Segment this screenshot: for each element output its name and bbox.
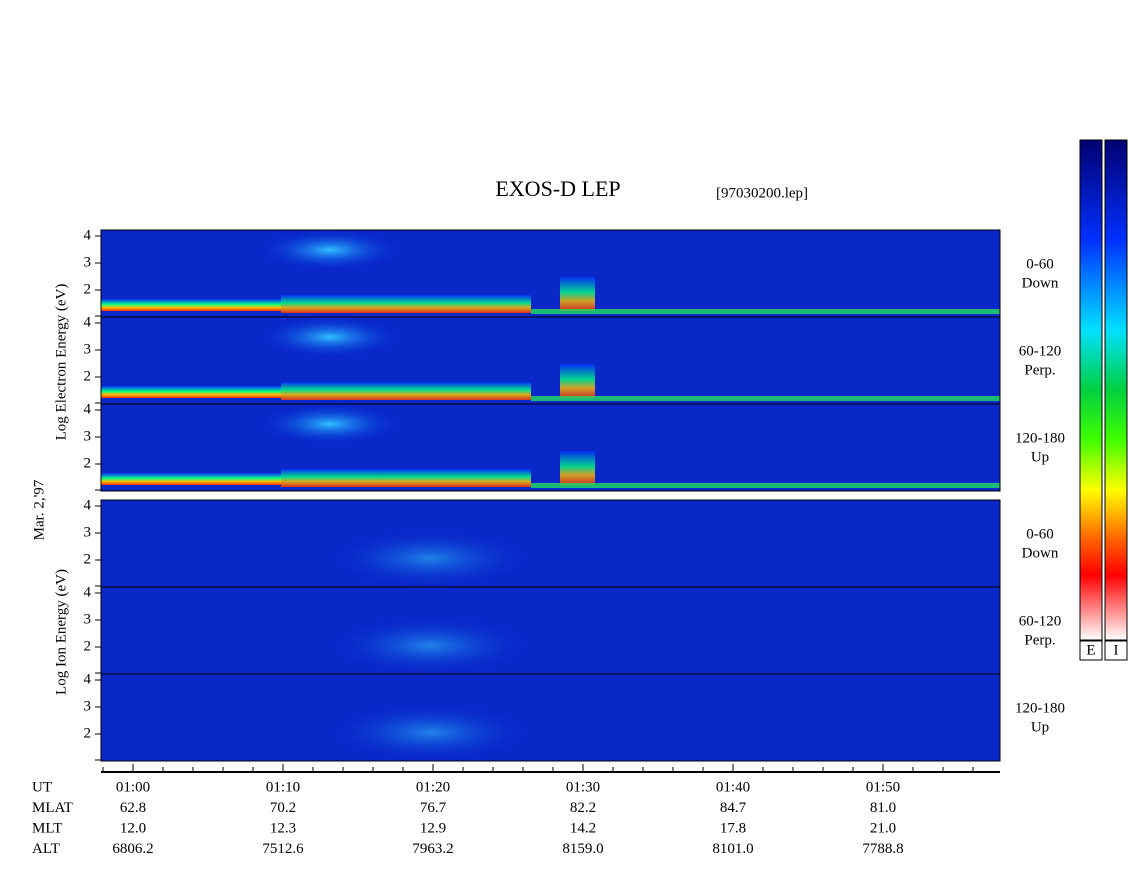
cell: 12.0 [120,820,146,836]
ion-axis-label: Log Ion Energy (eV) [53,569,69,695]
spectrogram-glow [260,404,400,444]
spectrogram-band [560,364,595,398]
panel-label: 60-120 [1019,613,1062,629]
y-tick-label: 3 [84,698,92,714]
panel-frame [100,673,1001,762]
panel-label: Up [1031,719,1049,735]
cell: 76.7 [420,800,447,816]
spectrogram-band [560,277,595,311]
row-name: MLT [32,820,62,836]
cell: 17.8 [720,820,746,836]
electron-axis-label: Log Electron Energy (eV) [53,284,69,441]
y-tick-label: 3 [84,341,92,357]
y-tick-label: 4 [84,497,92,513]
cell: 8159.0 [562,841,603,857]
y-tick-label: 4 [84,671,92,687]
spectrogram-band [101,386,281,398]
panel-frame [100,403,1001,492]
row-name: ALT [32,841,60,857]
spectrogram-band [531,483,1000,488]
cell: 7963.2 [412,841,453,857]
cell: 84.7 [720,800,747,816]
time-axis [101,764,1000,773]
y-tick-label: 2 [84,368,92,384]
cell: 12.9 [420,820,446,836]
panel-label: Down [1022,275,1059,291]
panel-label: Perp. [1024,362,1055,378]
panel-label: 0-60 [1026,526,1054,542]
cell: 6806.2 [112,841,153,857]
spectrogram-band [281,469,531,487]
panel-label: 120-180 [1015,700,1065,716]
spectrogram-glow [330,704,530,761]
spectrogram-band [101,299,281,311]
colorbar [1104,139,1128,641]
orbit-table: UT 01:00 01:10 01:20 01:30 01:40 01:50 MLAT 62.8… [32,779,904,857]
spectrogram-band [281,295,531,313]
file-name: [97030200.lep] [716,185,808,201]
y-tick-label: 4 [84,227,92,243]
colorbar-label: I [1114,642,1119,658]
spectrogram-glow [260,317,400,357]
spectrogram-glow [330,617,530,674]
y-tick-label: 2 [84,551,92,567]
cell: 8101.0 [712,841,753,857]
panel-label: Perp. [1024,632,1055,648]
spectrogram-band [101,473,281,485]
y-tick-label: 4 [84,584,92,600]
row-name: UT [32,779,52,795]
y-tick-label: 2 [84,281,92,297]
colorbar-label-box [1079,640,1103,661]
y-tick-label: 3 [84,254,92,270]
panel-label: Down [1022,545,1059,561]
cell: 21.0 [870,820,896,836]
colorbar [1079,139,1103,641]
cell: 01:20 [416,779,450,795]
cell: 01:00 [116,779,150,795]
cell: 62.8 [120,800,146,816]
spectrogram-band [531,396,1000,401]
panel-label: 120-180 [1015,430,1065,446]
date-label: Mar. 2,'97 [31,479,47,540]
y-tick-label: 3 [84,524,92,540]
panels: 4 3 2 0-60 Down 4 3 2 60-120 Perp. 4 3 2 120-180 Up 4 3 2… [84,227,1065,762]
spectrogram-band [281,382,531,400]
cell: 70.2 [270,800,296,816]
cell: 7788.8 [862,841,903,857]
y-tick-label: 2 [84,638,92,654]
spectrogram-band [531,309,1000,314]
colorbar-label: E [1086,642,1095,658]
cell: 01:10 [266,779,300,795]
panel-label: 0-60 [1026,256,1054,272]
spectrogram-band [560,451,595,485]
cell: 01:30 [566,779,600,795]
y-tick-label: 3 [84,428,92,444]
spectrogram [101,674,1000,761]
y-tick-label: 2 [84,725,92,741]
panel-label: 60-120 [1019,343,1062,359]
cell: 81.0 [870,800,896,816]
cell: 01:50 [866,779,900,795]
cell: 82.2 [570,800,596,816]
cell: 01:40 [716,779,750,795]
y-tick-label: 4 [84,401,92,417]
cell: 14.2 [570,820,596,836]
spectrogram-glow [330,530,530,587]
y-tick-label: 3 [84,611,92,627]
spectrogram [101,587,1000,674]
y-tick-label: 4 [84,314,92,330]
row-name: MLAT [32,800,73,816]
spectrogram-glow [260,230,400,270]
panel-label: Up [1031,449,1049,465]
title: EXOS-D LEP [495,176,620,201]
colorbar-label-box [1104,640,1128,661]
y-tick-label: 2 [84,455,92,471]
spectrogram [101,500,1000,587]
cell: 7512.6 [262,841,304,857]
cell: 12.3 [270,820,296,836]
